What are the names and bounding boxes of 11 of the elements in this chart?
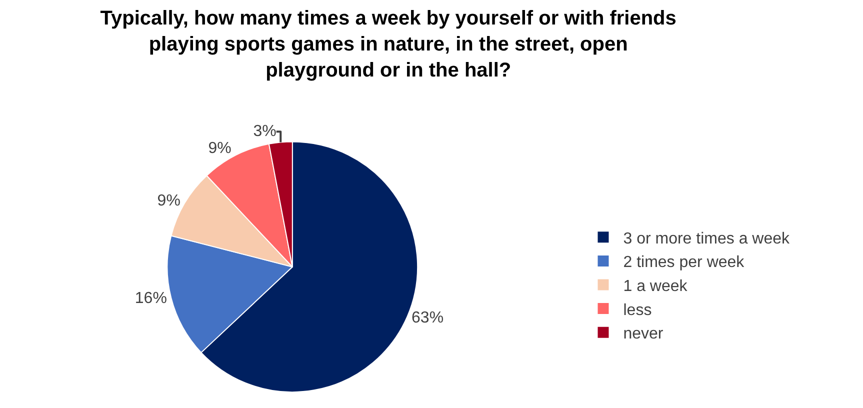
- data-label: 63%: [412, 309, 444, 326]
- legend-label: 3 or more times a week: [623, 230, 791, 248]
- chart-title: Typically, how many times a week by yourself or with friends playing sports games in nature, in the street, open playground or in the hall?: [100, 7, 676, 82]
- data-label: 16%: [134, 290, 167, 308]
- legend-label: less: [623, 302, 652, 319]
- legend-label: 1 a week: [623, 278, 688, 295]
- data-label: 9%: [157, 192, 180, 210]
- data-label: 9%: [208, 140, 232, 158]
- legend-label: never: [623, 326, 664, 343]
- data-label: 3%: [253, 123, 276, 140]
- legend-label: 2 times per week: [623, 254, 746, 272]
